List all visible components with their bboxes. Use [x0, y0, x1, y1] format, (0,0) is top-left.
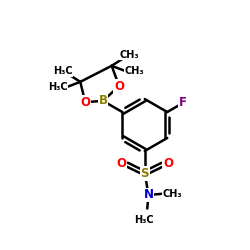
Text: O: O [80, 96, 90, 109]
Text: H₃C: H₃C [53, 66, 72, 76]
Text: B: B [98, 94, 108, 108]
Text: S: S [140, 167, 149, 180]
Text: CH₃: CH₃ [120, 50, 139, 60]
Text: O: O [116, 157, 126, 170]
Text: H₃C: H₃C [48, 82, 67, 92]
Text: F: F [179, 96, 187, 109]
Text: H₃C: H₃C [134, 215, 154, 225]
Text: CH₃: CH₃ [163, 189, 182, 199]
Text: O: O [114, 80, 124, 92]
Text: O: O [163, 157, 173, 170]
Text: N: N [144, 188, 154, 202]
Text: CH₃: CH₃ [124, 66, 144, 76]
